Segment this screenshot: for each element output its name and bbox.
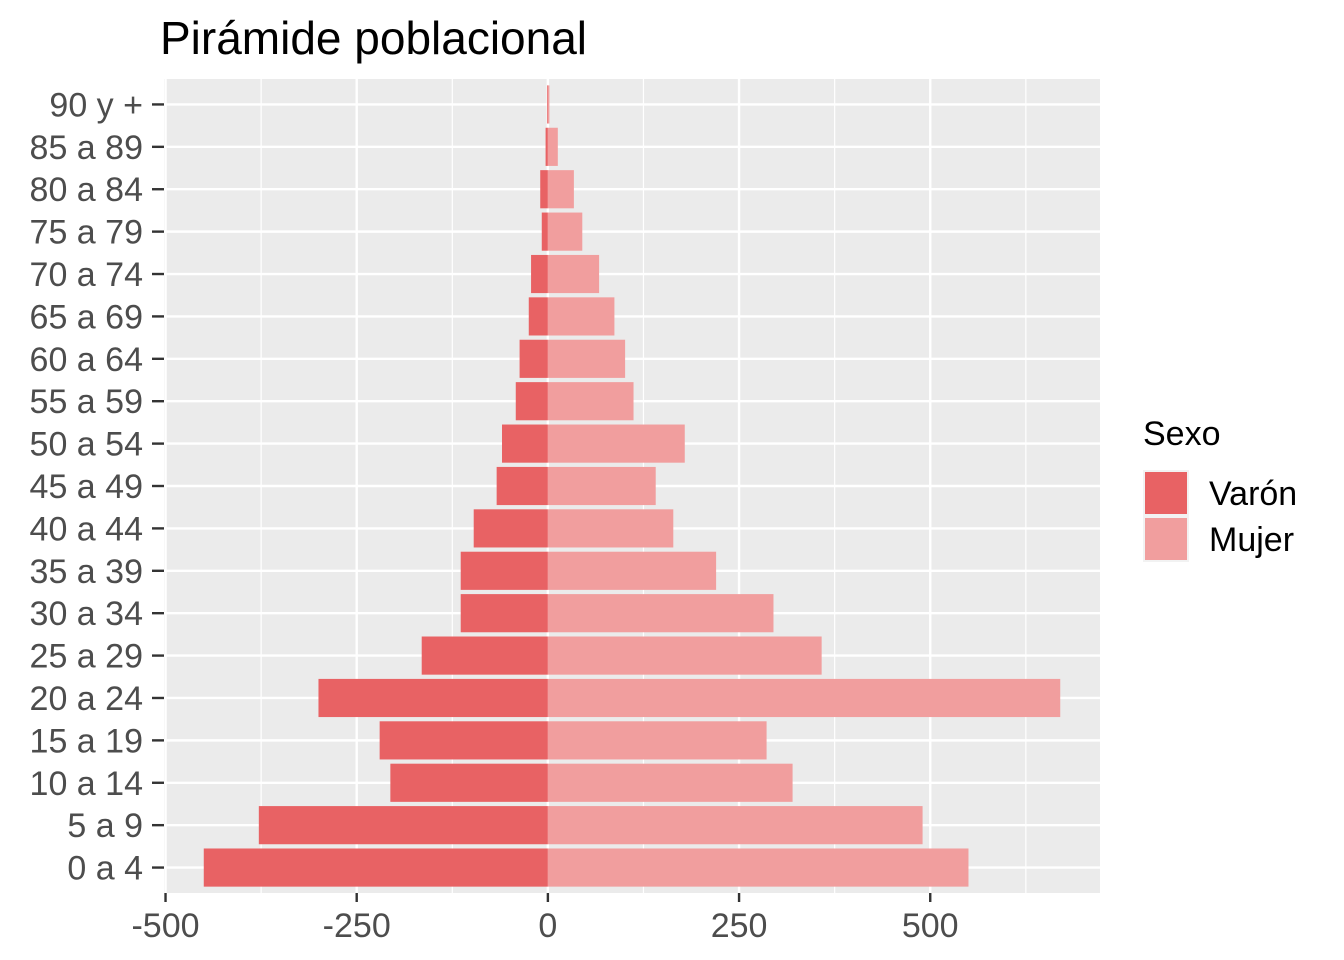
y-tick-label: 30 a 34 bbox=[30, 595, 143, 633]
bar-mujer bbox=[547, 212, 583, 251]
y-tick-label: 60 a 64 bbox=[30, 341, 143, 379]
y-tick-label: 85 a 89 bbox=[30, 129, 143, 167]
bar-mujer bbox=[547, 254, 600, 294]
bar-mujer bbox=[547, 509, 674, 548]
legend-label-mujer: Mujer bbox=[1209, 521, 1294, 559]
y-tick-label: 15 a 19 bbox=[30, 722, 143, 760]
bar-varon bbox=[540, 170, 548, 209]
y-tick-label: 35 a 39 bbox=[30, 553, 143, 591]
legend-label-varon: Varón bbox=[1209, 475, 1297, 513]
x-tick-label: 250 bbox=[711, 907, 768, 945]
x-tick-label: 500 bbox=[902, 907, 959, 945]
bar-varon bbox=[203, 848, 548, 887]
y-tick-label: 50 a 54 bbox=[30, 426, 143, 464]
bar-mujer bbox=[547, 848, 969, 887]
bar-mujer bbox=[547, 339, 626, 378]
bar-mujer bbox=[547, 763, 793, 802]
bar-mujer bbox=[547, 382, 634, 421]
bar-mujer bbox=[547, 424, 685, 463]
legend: Sexo Varón Mujer bbox=[1143, 415, 1297, 562]
y-tick-label: 75 a 79 bbox=[30, 214, 143, 252]
bar-varon bbox=[541, 212, 548, 251]
legend-key-varon bbox=[1145, 472, 1187, 514]
x-tick-label: -250 bbox=[323, 907, 391, 945]
bar-varon bbox=[460, 594, 548, 633]
y-tick-label: 20 a 24 bbox=[30, 680, 143, 718]
bar-varon bbox=[460, 551, 548, 590]
bar-mujer bbox=[547, 85, 550, 124]
chart-title: Pirámide poblacional bbox=[160, 12, 587, 64]
bar-varon bbox=[258, 806, 548, 845]
bar-mujer bbox=[547, 721, 767, 760]
bar-varon bbox=[519, 339, 548, 378]
bar-mujer bbox=[547, 127, 558, 166]
bar-mujer bbox=[547, 466, 656, 506]
bar-mujer bbox=[547, 170, 574, 209]
bar-varon bbox=[528, 297, 548, 336]
x-tick-label: 0 bbox=[538, 907, 557, 945]
bar-varon bbox=[318, 678, 548, 718]
bars bbox=[203, 85, 1061, 887]
x-tick-label: -500 bbox=[131, 907, 199, 945]
bar-varon bbox=[496, 466, 548, 506]
y-tick-label: 80 a 84 bbox=[30, 171, 143, 209]
bar-mujer bbox=[547, 678, 1061, 718]
y-tick-label: 65 a 69 bbox=[30, 298, 143, 336]
bar-varon bbox=[421, 636, 548, 675]
bar-mujer bbox=[547, 297, 615, 336]
y-tick-label: 45 a 49 bbox=[30, 468, 143, 506]
y-tick-label: 55 a 59 bbox=[30, 383, 143, 421]
bar-varon bbox=[545, 127, 548, 166]
bar-varon bbox=[531, 254, 548, 294]
bar-mujer bbox=[547, 594, 774, 633]
y-tick-label: 40 a 44 bbox=[30, 510, 143, 548]
y-tick-label: 10 a 14 bbox=[30, 765, 143, 803]
y-axis: 0 a 4 5 a 9 10 a 14 15 a 19 20 a 24 25 a 29 30… bbox=[30, 86, 164, 888]
bar-varon bbox=[502, 424, 548, 463]
bar-mujer bbox=[547, 806, 923, 845]
bar-varon bbox=[515, 382, 548, 421]
y-tick-label: 25 a 29 bbox=[30, 638, 143, 676]
bar-varon bbox=[379, 721, 548, 760]
y-tick-label: 70 a 74 bbox=[30, 256, 143, 294]
y-tick-label: 0 a 4 bbox=[67, 850, 143, 888]
x-axis: -500 -250 0 250 500 bbox=[131, 893, 959, 945]
bar-varon bbox=[390, 763, 548, 802]
legend-key-mujer bbox=[1145, 518, 1187, 560]
y-tick-label: 5 a 9 bbox=[67, 807, 143, 845]
legend-title: Sexo bbox=[1143, 415, 1221, 453]
y-tick-label: 90 y + bbox=[49, 86, 143, 124]
bar-mujer bbox=[547, 551, 717, 590]
bar-varon bbox=[547, 85, 548, 124]
bar-mujer bbox=[547, 636, 822, 675]
bar-varon bbox=[473, 509, 548, 548]
